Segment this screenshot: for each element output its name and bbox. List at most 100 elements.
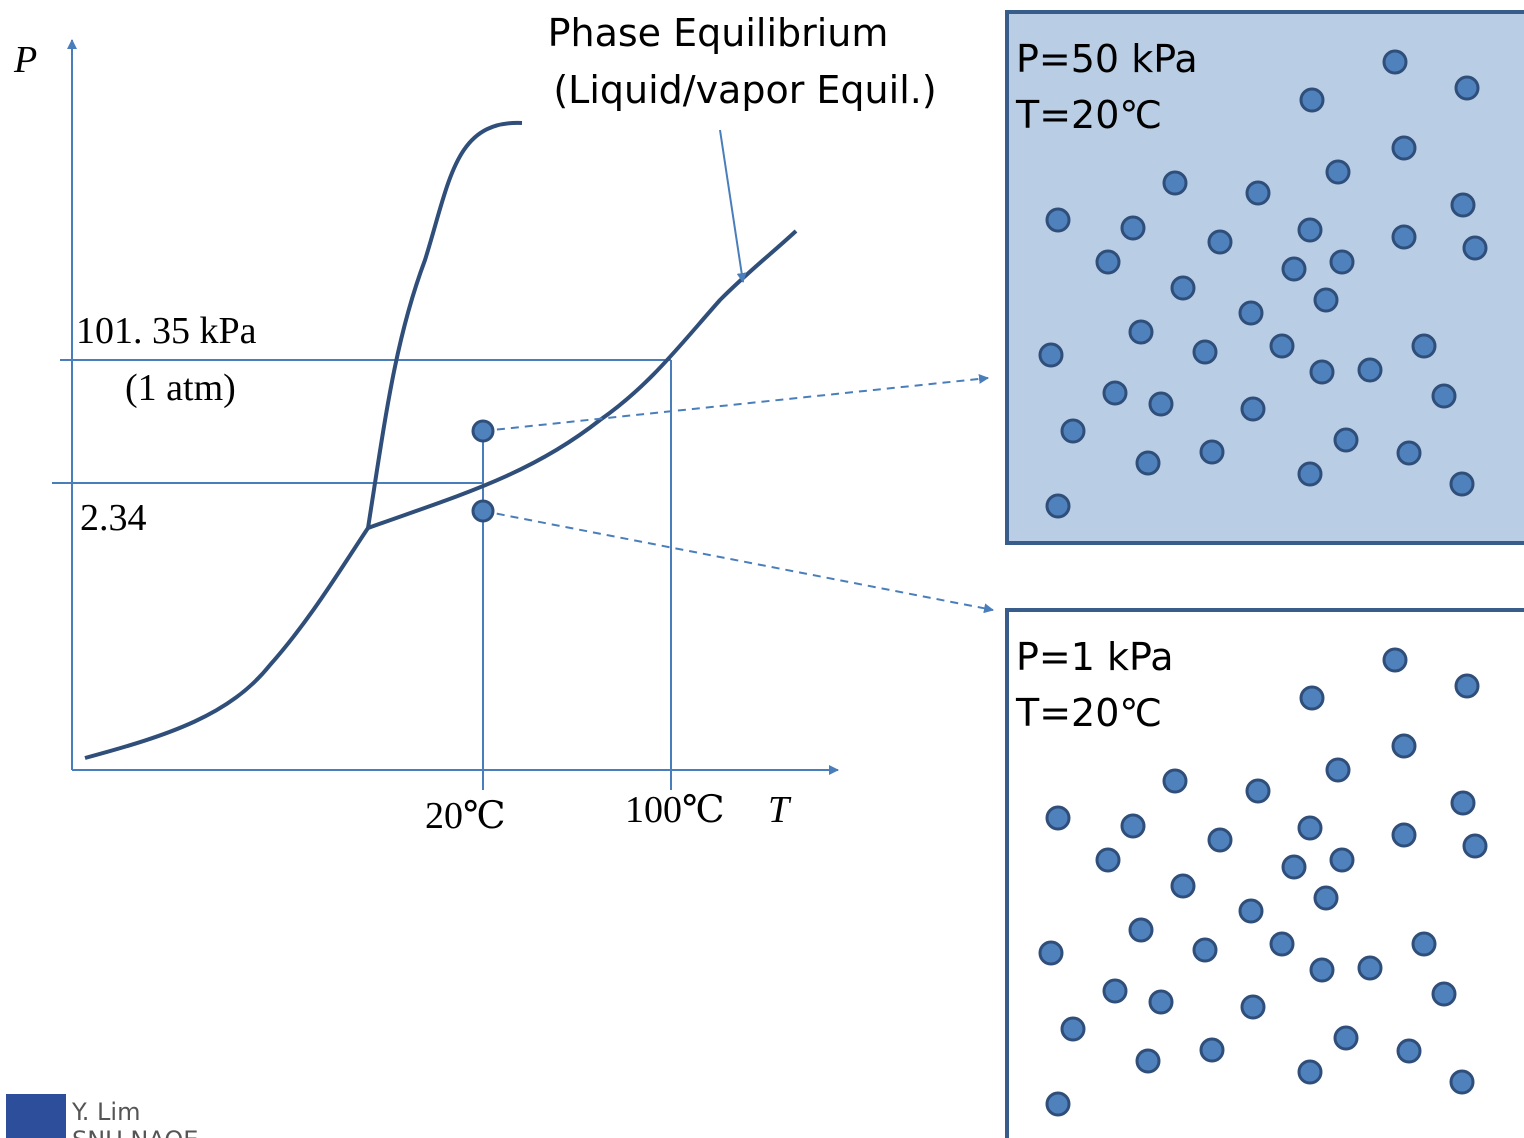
axis-label: P [13,39,37,81]
molecule [1045,493,1071,519]
org: SNU NAOE [72,1126,198,1138]
molecule [1192,937,1218,963]
dashed-arrow [482,373,989,432]
molecule [1357,955,1383,981]
molecule [1382,49,1408,75]
molecule [1431,981,1457,1007]
molecule [1450,192,1476,218]
molecule [1462,235,1488,261]
molecule [1038,940,1064,966]
melting-curve [366,120,523,529]
molecule [1135,1048,1161,1074]
molecule [1038,342,1064,368]
sublimation-curve [84,526,370,760]
molecule [1411,333,1437,359]
molecule [1431,383,1457,409]
molecule [1135,450,1161,476]
molecule [1391,822,1417,848]
dashed-arrow [482,510,994,614]
molecule [1095,847,1121,873]
molecule [1391,135,1417,161]
molecule [1299,685,1325,711]
molecule [1297,217,1323,243]
molecule [1045,1091,1071,1117]
molecule [1245,778,1271,804]
molecule [1297,461,1323,487]
molecule [1309,957,1335,983]
molecule [1411,931,1437,957]
molecule [1148,989,1174,1015]
callout-line: (Liquid/vapor Equil.) [553,68,936,112]
molecule [1297,1059,1323,1085]
vaporization-curve [367,229,798,530]
molecule [1297,815,1323,841]
molecule [1382,647,1408,673]
molecule [1128,319,1154,345]
logo [6,1094,66,1138]
state-point [471,419,495,443]
molecule [1333,427,1359,453]
vapor-box [1005,608,1524,1138]
pressure-label: 101. 35 kPa [76,310,257,352]
temperature-label: 100℃ [625,789,725,831]
molecule [1269,333,1295,359]
molecule [1329,249,1355,275]
molecule [1396,440,1422,466]
box-temperature: T=20℃ [1015,691,1162,735]
axis-label: T [768,789,792,831]
pressure-label: 2.34 [80,497,147,539]
molecule [1095,249,1121,275]
molecule [1192,339,1218,365]
box-pressure: P=1 kPa [1016,635,1174,679]
molecule [1120,215,1146,241]
molecule [1240,994,1266,1020]
molecule [1281,854,1307,880]
molecule [1299,87,1325,113]
molecule [1045,207,1071,233]
molecule [1309,359,1335,385]
molecule [1245,180,1271,206]
molecule [1162,768,1188,794]
molecule [1199,1037,1225,1063]
author: Y. Lim [71,1098,140,1126]
molecule [1238,300,1264,326]
molecule [1170,873,1196,899]
molecule [1199,439,1225,465]
vapor-box [1005,10,1524,545]
molecule [1449,1069,1475,1095]
molecule [1240,396,1266,422]
box-temperature: T=20℃ [1015,93,1162,137]
molecule [1396,1038,1422,1064]
molecule [1162,170,1188,196]
molecule [1207,827,1233,853]
box-pressure: P=50 kPa [1016,37,1198,81]
callout-pointer [719,129,747,283]
molecule [1120,813,1146,839]
molecule [1269,931,1295,957]
molecule [1391,733,1417,759]
state-point [471,499,495,523]
molecule [1313,287,1339,313]
molecule [1207,229,1233,255]
molecule [1329,847,1355,873]
molecule [1357,357,1383,383]
molecule [1313,885,1339,911]
molecule [1450,790,1476,816]
molecule [1333,1025,1359,1051]
molecule [1325,757,1351,783]
pressure-note: (1 atm) [125,367,236,409]
molecule [1238,898,1264,924]
molecule [1045,805,1071,831]
molecule [1281,256,1307,282]
molecule [1391,224,1417,250]
molecule [1170,275,1196,301]
callout-line: Phase Equilibrium [548,11,889,55]
molecule [1449,471,1475,497]
molecule [1148,391,1174,417]
molecule [1454,75,1480,101]
molecule [1325,159,1351,185]
molecule [1060,418,1086,444]
molecule [1462,833,1488,859]
molecule [1454,673,1480,699]
